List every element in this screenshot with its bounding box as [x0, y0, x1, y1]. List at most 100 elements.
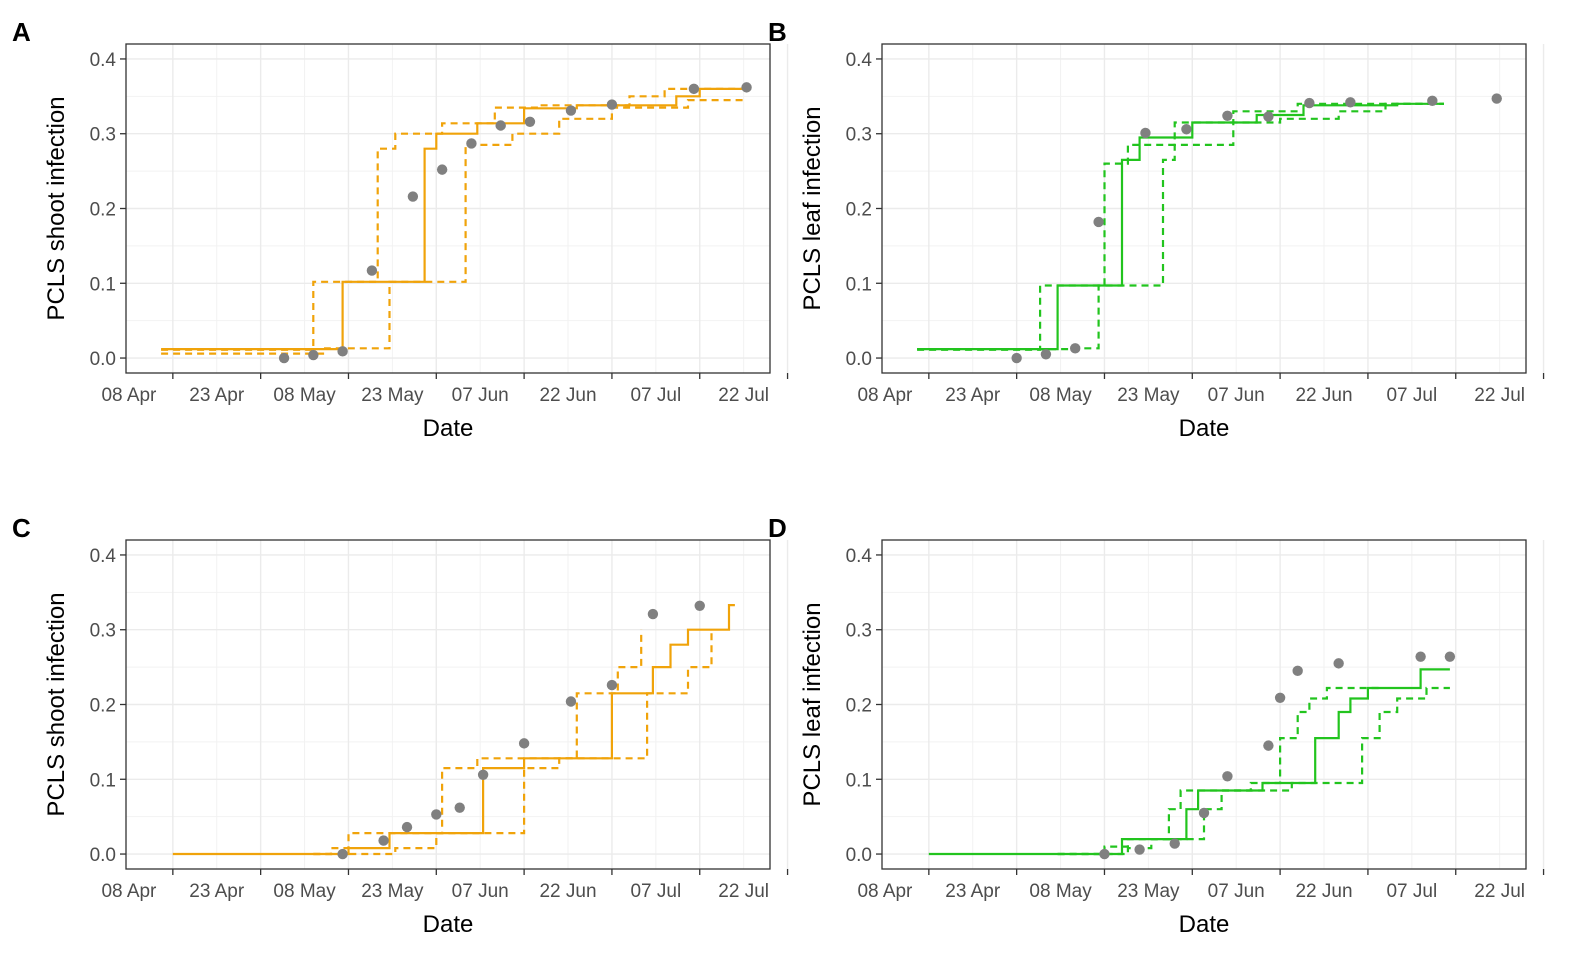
data-point — [694, 600, 705, 611]
data-point — [1140, 127, 1151, 139]
data-point — [565, 696, 577, 707]
x-tick-labels: 08 Apr 23 Apr 08 May 23 May 07 Jun 22 Jun 07 J… — [101, 881, 861, 902]
x-tick-label: 08 Apr — [857, 385, 913, 406]
x-tick-label: 22 Jul — [718, 385, 769, 406]
x-tick-label: 06 Aug — [802, 881, 861, 902]
series-group — [172, 604, 735, 856]
panel-label: B — [768, 17, 787, 47]
y-axis-title: PCLS leaf infection — [799, 602, 826, 806]
y-tick-label: 0.1 — [846, 274, 872, 295]
x-tick-label: 23 Apr — [189, 881, 245, 902]
y-tick-label: 0.3 — [90, 621, 116, 642]
x-axis-title: Date — [1179, 415, 1230, 442]
data-point — [337, 346, 348, 357]
panel-label: C — [12, 513, 31, 543]
data-point — [1222, 771, 1233, 782]
data-point — [1099, 848, 1110, 860]
y-tick-label: 0.4 — [90, 50, 117, 71]
x-tick-labels: 08 Apr 23 Apr 08 May 23 May 07 Jun 22 Jun 07 J… — [857, 385, 1596, 406]
panel-a: 0.00.10.20.30.408 Apr 23 Apr 08 May 23 May 0… — [12, 17, 861, 442]
y-tick-label: 0.1 — [90, 274, 116, 295]
data-point — [278, 352, 290, 364]
x-tick-label: 08 Apr — [857, 881, 913, 902]
x-tick-label: 23 May — [361, 881, 424, 902]
data-point — [1427, 95, 1438, 107]
x-tick-label: 23 May — [1117, 881, 1180, 902]
x-tick-label: 22 Jun — [539, 385, 596, 406]
data-point — [1274, 692, 1286, 703]
x-tick-label: 23 May — [361, 385, 424, 406]
x-tick-label: 22 Jun — [539, 881, 596, 902]
x-tick-label: 07 Jun — [452, 385, 509, 406]
y-tick-label: 0.1 — [846, 770, 872, 791]
y-tick-label: 0.2 — [90, 696, 116, 717]
data-point — [431, 809, 442, 820]
data-point — [1093, 216, 1104, 228]
x-axis-title: Date — [1179, 911, 1230, 938]
x-tick-label: 07 Jul — [630, 881, 681, 902]
data-point — [1415, 651, 1426, 662]
data-point — [1198, 807, 1210, 819]
series-line-upper — [917, 102, 1444, 351]
data-point — [1134, 844, 1145, 855]
data-point — [1181, 124, 1192, 135]
data-point — [524, 116, 536, 127]
data-point — [1491, 93, 1502, 104]
x-axis-title: Date — [423, 415, 474, 442]
data-point — [407, 191, 419, 202]
series-line-lower — [313, 629, 713, 856]
data-point — [1444, 651, 1456, 662]
panel-c: 0.00.10.20.30.408 Apr 23 Apr 08 May 23 May 0… — [12, 513, 861, 938]
data-point — [1263, 740, 1274, 751]
y-tick-label: 0.0 — [90, 349, 116, 370]
y-axis-title: PCLS leaf infection — [799, 106, 826, 310]
series-line-fit — [928, 668, 1450, 856]
x-tick-label: 23 Apr — [945, 385, 1001, 406]
y-tick-label: 0.1 — [90, 770, 116, 791]
x-tick-label: 07 Jul — [1386, 881, 1437, 902]
data-point — [606, 679, 618, 691]
series-group — [928, 668, 1450, 856]
x-tick-label: 06 Aug — [802, 385, 861, 406]
data-point — [1070, 343, 1081, 354]
data-point — [565, 105, 577, 116]
x-tick-label: 22 Jun — [1295, 385, 1352, 406]
x-tick-label: 23 Apr — [945, 881, 1001, 902]
y-axis-title: PCLS shoot infection — [43, 96, 70, 320]
y-tick-label: 0.0 — [90, 845, 116, 866]
data-point — [1263, 111, 1274, 122]
data-point — [1222, 110, 1233, 121]
y-tick-label: 0.2 — [846, 200, 872, 221]
x-axis-title: Date — [423, 911, 474, 938]
y-axis-title: PCLS shoot infection — [43, 592, 70, 816]
data-point — [688, 83, 700, 95]
series-line-upper — [1057, 686, 1380, 856]
series-line-lower — [1057, 686, 1450, 856]
data-point — [1011, 352, 1022, 364]
data-point — [337, 848, 348, 860]
data-point — [466, 138, 477, 149]
x-tick-label: 08 May — [273, 881, 336, 902]
y-tick-label: 0.4 — [90, 546, 117, 567]
x-tick-label: 22 Jul — [1474, 881, 1525, 902]
data-point — [518, 738, 530, 749]
y-tick-label: 0.0 — [846, 349, 872, 370]
x-tick-label: 08 May — [1029, 385, 1092, 406]
y-tick-label: 0.2 — [846, 696, 872, 717]
x-tick-label: 08 May — [1029, 881, 1092, 902]
series-line-lower — [161, 99, 747, 355]
x-tick-label: 22 Jul — [718, 881, 769, 902]
data-point — [436, 164, 448, 175]
x-tick-label: 07 Jul — [630, 385, 681, 406]
panel-label: D — [768, 513, 787, 543]
x-tick-label: 06 Aug — [1558, 385, 1596, 406]
x-tick-label: 07 Jun — [452, 881, 509, 902]
x-tick-labels: 08 Apr 23 Apr 08 May 23 May 07 Jun 22 Jun 07 J… — [857, 881, 1525, 902]
x-tick-label: 23 Apr — [189, 385, 245, 406]
x-tick-label: 07 Jun — [1208, 881, 1265, 902]
data-point — [495, 120, 506, 131]
y-tick-label: 0.3 — [90, 125, 116, 146]
x-tick-labels: 08 Apr 23 Apr 08 May 23 May 07 Jun 22 Jun 07 J… — [101, 385, 861, 406]
x-tick-label: 22 Jun — [1295, 881, 1352, 902]
